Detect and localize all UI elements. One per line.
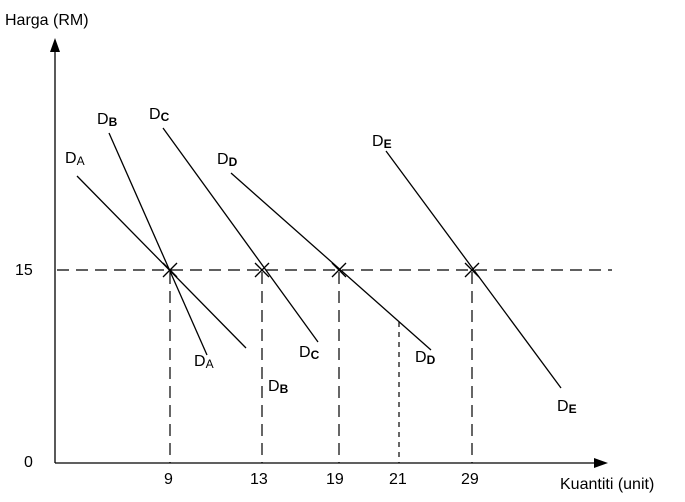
curve-label-b-top: DB <box>97 111 118 129</box>
curve-label-c-top: DC <box>149 106 170 124</box>
curve-label-e-top: DE <box>372 133 392 151</box>
demand-curve-b <box>108 132 208 356</box>
demand-curve-d <box>230 172 432 351</box>
curve-label-e-bottom: DE <box>557 398 577 416</box>
intersection-mark-19 <box>331 262 347 278</box>
curve-label-c-bottom: DC <box>299 344 320 362</box>
curve-label-d-bottom: DD <box>415 349 436 367</box>
intersection-mark-13 <box>254 262 270 278</box>
y-axis-arrowhead <box>50 38 60 52</box>
intersection-mark-29 <box>464 262 480 278</box>
x-axis-arrowhead <box>594 458 608 468</box>
curve-label-d-top: DD <box>217 151 238 169</box>
demand-curve-a <box>76 175 247 349</box>
x-tick-label-21: 21 <box>389 471 407 488</box>
intersection-mark-9 <box>162 262 178 278</box>
demand-curve-c <box>162 127 319 343</box>
x-tick-label-19: 19 <box>326 471 344 488</box>
curve-label-b-bottom: DB <box>268 378 289 396</box>
x-tick-label-29: 29 <box>461 471 479 488</box>
x-tick-label-13: 13 <box>250 471 268 488</box>
curve-label-a-top: DA <box>65 150 85 168</box>
x-axis-title: Kuantiti (unit) <box>560 476 654 493</box>
y-axis-title: Harga (RM) <box>5 12 89 29</box>
x-tick-label-9: 9 <box>164 471 173 488</box>
demand-curve-e <box>385 150 562 389</box>
y-tick-label-15: 15 <box>15 262 33 279</box>
curve-label-a-bottom: DA <box>194 353 214 371</box>
origin-label: 0 <box>24 454 33 471</box>
